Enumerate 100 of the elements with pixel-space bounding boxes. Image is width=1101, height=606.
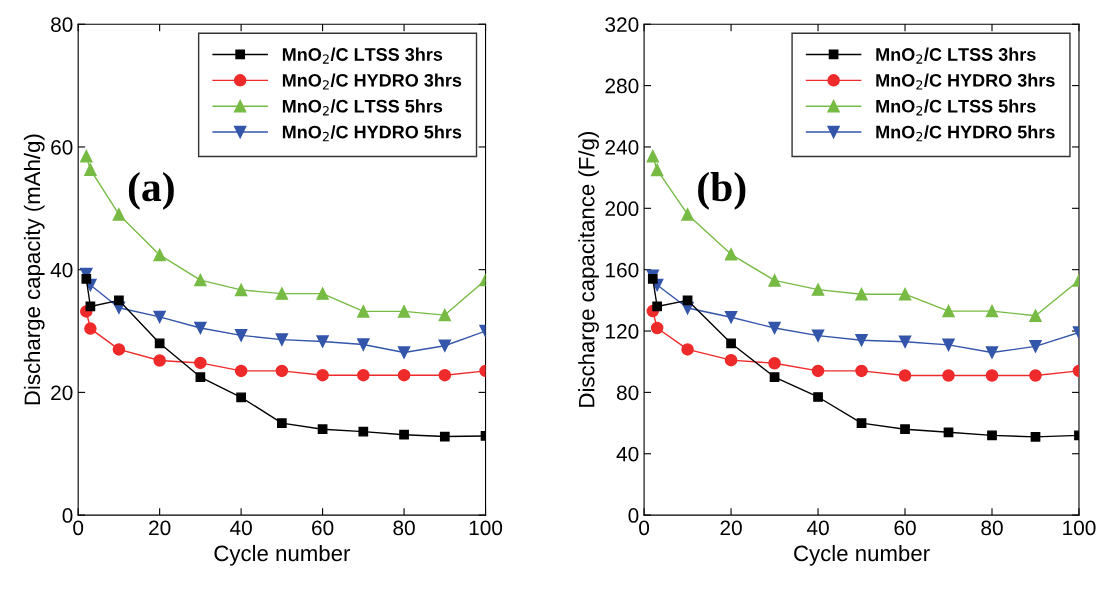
point <box>357 368 370 382</box>
point <box>681 208 694 221</box>
point <box>942 369 955 382</box>
point <box>439 431 450 442</box>
x-tick-label: 80 <box>981 520 1003 536</box>
point <box>399 429 409 440</box>
point <box>84 163 97 176</box>
y-axis-title: Discharge capacitance (F/g) <box>578 132 599 407</box>
point <box>726 338 736 349</box>
point <box>768 274 781 287</box>
point <box>275 287 289 300</box>
point <box>856 418 867 428</box>
point <box>234 283 248 297</box>
annotation: (b) <box>698 172 746 210</box>
point <box>769 372 780 382</box>
point <box>438 339 452 353</box>
x-tick-label: 0 <box>73 520 84 536</box>
point <box>317 424 328 435</box>
x-tick-label: 40 <box>806 520 829 536</box>
point <box>646 149 660 163</box>
point <box>811 329 825 342</box>
point <box>650 163 664 177</box>
point <box>234 364 248 378</box>
point <box>1029 340 1042 353</box>
y-tick-label: 280 <box>605 78 639 94</box>
y-tick-label: 80 <box>51 17 73 32</box>
y-tick-label: 0 <box>628 508 639 523</box>
point <box>942 338 955 352</box>
legend-label: MnO$_{2}$/C HYDRO 3hrs <box>282 73 462 90</box>
point <box>768 321 781 335</box>
point <box>647 274 658 284</box>
point <box>682 295 693 306</box>
point <box>81 274 92 284</box>
x-axis-title: Cycle number <box>794 544 930 566</box>
y-tick-label: 240 <box>605 139 639 155</box>
point <box>985 346 999 359</box>
x-tick-label: 0 <box>639 520 650 536</box>
point <box>768 356 781 370</box>
y-tick-label: 40 <box>616 446 639 462</box>
x-tick-label: 80 <box>393 520 415 536</box>
point <box>855 287 868 301</box>
point <box>1030 432 1041 442</box>
point <box>1029 369 1042 382</box>
point <box>811 364 825 378</box>
point <box>114 295 124 306</box>
x-axis-title: Cycle number <box>214 544 351 566</box>
point <box>194 321 207 335</box>
point <box>276 418 287 428</box>
point <box>724 310 738 324</box>
point <box>84 322 97 335</box>
point <box>112 208 126 221</box>
point <box>153 248 166 262</box>
point <box>855 364 868 378</box>
x-tick-label: 60 <box>312 520 334 536</box>
point <box>724 248 738 261</box>
point <box>1029 309 1042 322</box>
legend-label: MnO$_{2}$/C LTSS 3hrs <box>876 47 1036 64</box>
point <box>112 343 126 356</box>
point <box>153 354 166 367</box>
y-axis-title: Discharge capacity (mAh/g) <box>23 134 45 405</box>
x-tick-label: 20 <box>720 520 742 536</box>
point <box>194 356 207 370</box>
y-tick-label: 0 <box>62 508 73 523</box>
point <box>275 333 289 346</box>
x-tick-label: 40 <box>230 520 252 536</box>
point <box>438 368 452 382</box>
legend-label: MnO$_{2}$/C HYDRO 5hrs <box>282 125 462 142</box>
point <box>316 287 329 300</box>
x-tick-label: 60 <box>894 520 916 536</box>
point <box>357 305 370 318</box>
point <box>985 369 999 382</box>
point <box>154 338 165 349</box>
point <box>357 338 370 351</box>
point <box>438 308 452 322</box>
point <box>316 368 329 382</box>
y-tick-label: 200 <box>605 201 639 217</box>
point <box>80 149 93 163</box>
point <box>397 346 411 359</box>
point <box>855 333 868 347</box>
y-tick-label: 320 <box>605 17 639 32</box>
point <box>898 369 912 382</box>
point <box>397 305 411 318</box>
y-tick-label: 40 <box>50 262 73 278</box>
point <box>898 287 912 301</box>
point <box>153 310 166 324</box>
legend-label: MnO$_{2}$/C LTSS 3hrs <box>282 47 443 64</box>
point <box>652 301 662 312</box>
annotation: (a) <box>128 172 174 210</box>
y-tick-label: 60 <box>51 139 73 155</box>
point <box>236 392 246 403</box>
point <box>275 364 289 378</box>
y-tick-label: 160 <box>606 262 639 278</box>
point <box>681 343 694 356</box>
point <box>650 321 664 335</box>
point <box>195 372 206 382</box>
point <box>397 368 411 382</box>
point <box>987 430 997 441</box>
point <box>811 283 825 296</box>
point <box>358 426 369 437</box>
legend-label: MnO$_{2}$/C HYDRO 5hrs <box>876 125 1055 142</box>
